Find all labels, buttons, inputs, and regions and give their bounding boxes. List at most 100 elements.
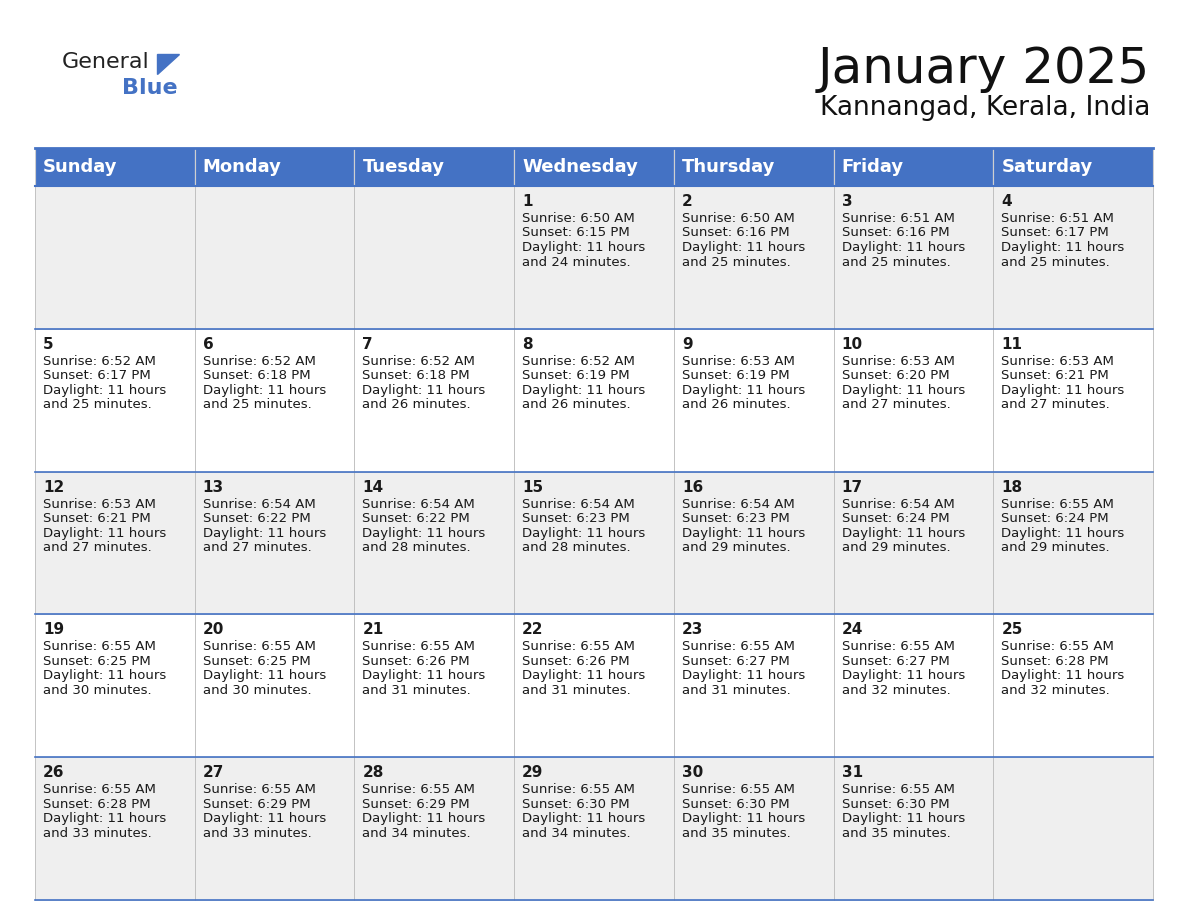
Text: Sunrise: 6:50 AM: Sunrise: 6:50 AM: [682, 212, 795, 225]
Text: and 33 minutes.: and 33 minutes.: [203, 827, 311, 840]
Text: General: General: [62, 52, 150, 72]
Text: Sunrise: 6:51 AM: Sunrise: 6:51 AM: [841, 212, 954, 225]
Text: and 26 minutes.: and 26 minutes.: [523, 398, 631, 411]
Text: Sunset: 6:16 PM: Sunset: 6:16 PM: [682, 227, 790, 240]
Text: 26: 26: [43, 766, 64, 780]
Text: Daylight: 11 hours: Daylight: 11 hours: [523, 527, 645, 540]
Text: and 25 minutes.: and 25 minutes.: [1001, 255, 1110, 268]
Text: Sunrise: 6:52 AM: Sunrise: 6:52 AM: [362, 354, 475, 368]
Text: and 28 minutes.: and 28 minutes.: [362, 541, 472, 554]
Text: Sunrise: 6:55 AM: Sunrise: 6:55 AM: [841, 783, 954, 796]
Text: Sunset: 6:26 PM: Sunset: 6:26 PM: [523, 655, 630, 668]
Text: and 32 minutes.: and 32 minutes.: [1001, 684, 1110, 697]
Polygon shape: [157, 54, 179, 74]
Text: 25: 25: [1001, 622, 1023, 637]
Text: Sunset: 6:24 PM: Sunset: 6:24 PM: [841, 512, 949, 525]
Bar: [674, 186, 834, 329]
Text: Sunrise: 6:54 AM: Sunrise: 6:54 AM: [682, 498, 795, 510]
Bar: [993, 757, 1154, 900]
Bar: [195, 472, 354, 614]
Text: Sunset: 6:19 PM: Sunset: 6:19 PM: [682, 369, 790, 382]
Bar: [993, 614, 1154, 757]
Bar: [514, 757, 674, 900]
Text: Sunset: 6:18 PM: Sunset: 6:18 PM: [203, 369, 310, 382]
Text: and 26 minutes.: and 26 minutes.: [682, 398, 790, 411]
Text: Sunrise: 6:54 AM: Sunrise: 6:54 AM: [523, 498, 634, 510]
Text: Daylight: 11 hours: Daylight: 11 hours: [682, 384, 805, 397]
Text: Daylight: 11 hours: Daylight: 11 hours: [43, 384, 166, 397]
Bar: [514, 186, 674, 329]
Text: and 34 minutes.: and 34 minutes.: [523, 827, 631, 840]
Text: Sunrise: 6:53 AM: Sunrise: 6:53 AM: [1001, 354, 1114, 368]
Bar: [195, 329, 354, 472]
Text: Sunset: 6:28 PM: Sunset: 6:28 PM: [43, 798, 151, 811]
Text: Sunset: 6:17 PM: Sunset: 6:17 PM: [1001, 227, 1110, 240]
Bar: [514, 148, 674, 186]
Text: Sunset: 6:26 PM: Sunset: 6:26 PM: [362, 655, 470, 668]
Text: Sunrise: 6:52 AM: Sunrise: 6:52 AM: [523, 354, 636, 368]
Text: Daylight: 11 hours: Daylight: 11 hours: [1001, 384, 1125, 397]
Bar: [354, 329, 514, 472]
Text: Daylight: 11 hours: Daylight: 11 hours: [203, 812, 326, 825]
Text: and 30 minutes.: and 30 minutes.: [203, 684, 311, 697]
Text: 29: 29: [523, 766, 544, 780]
Text: 21: 21: [362, 622, 384, 637]
Text: Sunrise: 6:55 AM: Sunrise: 6:55 AM: [523, 641, 636, 654]
Text: 7: 7: [362, 337, 373, 352]
Text: 24: 24: [841, 622, 862, 637]
Text: Daylight: 11 hours: Daylight: 11 hours: [682, 527, 805, 540]
Text: Daylight: 11 hours: Daylight: 11 hours: [43, 669, 166, 682]
Text: Wednesday: Wednesday: [523, 158, 638, 176]
Text: and 25 minutes.: and 25 minutes.: [682, 255, 790, 268]
Text: 18: 18: [1001, 479, 1023, 495]
Text: 2: 2: [682, 194, 693, 209]
Text: Daylight: 11 hours: Daylight: 11 hours: [203, 669, 326, 682]
Bar: [34, 329, 195, 472]
Text: 9: 9: [682, 337, 693, 352]
Text: Sunrise: 6:55 AM: Sunrise: 6:55 AM: [1001, 498, 1114, 510]
Text: and 33 minutes.: and 33 minutes.: [43, 827, 152, 840]
Text: 13: 13: [203, 479, 223, 495]
Text: Daylight: 11 hours: Daylight: 11 hours: [1001, 527, 1125, 540]
Text: Sunrise: 6:51 AM: Sunrise: 6:51 AM: [1001, 212, 1114, 225]
Bar: [195, 757, 354, 900]
Bar: [993, 472, 1154, 614]
Text: 31: 31: [841, 766, 862, 780]
Text: Sunrise: 6:55 AM: Sunrise: 6:55 AM: [523, 783, 636, 796]
Text: Sunrise: 6:52 AM: Sunrise: 6:52 AM: [203, 354, 316, 368]
Text: 11: 11: [1001, 337, 1023, 352]
Bar: [354, 472, 514, 614]
Text: Sunrise: 6:55 AM: Sunrise: 6:55 AM: [43, 783, 156, 796]
Text: Sunrise: 6:55 AM: Sunrise: 6:55 AM: [682, 641, 795, 654]
Text: Sunday: Sunday: [43, 158, 118, 176]
Text: and 29 minutes.: and 29 minutes.: [682, 541, 790, 554]
Bar: [354, 186, 514, 329]
Text: Sunset: 6:30 PM: Sunset: 6:30 PM: [523, 798, 630, 811]
Text: Daylight: 11 hours: Daylight: 11 hours: [841, 384, 965, 397]
Bar: [834, 148, 993, 186]
Text: Daylight: 11 hours: Daylight: 11 hours: [682, 669, 805, 682]
Bar: [993, 329, 1154, 472]
Text: and 27 minutes.: and 27 minutes.: [1001, 398, 1110, 411]
Text: Sunset: 6:25 PM: Sunset: 6:25 PM: [203, 655, 310, 668]
Text: Sunset: 6:18 PM: Sunset: 6:18 PM: [362, 369, 470, 382]
Text: Sunrise: 6:55 AM: Sunrise: 6:55 AM: [203, 641, 316, 654]
Text: Daylight: 11 hours: Daylight: 11 hours: [841, 241, 965, 254]
Text: Daylight: 11 hours: Daylight: 11 hours: [43, 527, 166, 540]
Bar: [514, 472, 674, 614]
Bar: [834, 186, 993, 329]
Text: 17: 17: [841, 479, 862, 495]
Text: Daylight: 11 hours: Daylight: 11 hours: [523, 669, 645, 682]
Bar: [195, 148, 354, 186]
Text: 22: 22: [523, 622, 544, 637]
Text: Sunrise: 6:53 AM: Sunrise: 6:53 AM: [43, 498, 156, 510]
Bar: [674, 148, 834, 186]
Bar: [195, 186, 354, 329]
Text: Daylight: 11 hours: Daylight: 11 hours: [523, 384, 645, 397]
Text: and 25 minutes.: and 25 minutes.: [841, 255, 950, 268]
Bar: [834, 329, 993, 472]
Text: Sunset: 6:15 PM: Sunset: 6:15 PM: [523, 227, 630, 240]
Text: Sunrise: 6:52 AM: Sunrise: 6:52 AM: [43, 354, 156, 368]
Text: Sunrise: 6:55 AM: Sunrise: 6:55 AM: [203, 783, 316, 796]
Text: Saturday: Saturday: [1001, 158, 1093, 176]
